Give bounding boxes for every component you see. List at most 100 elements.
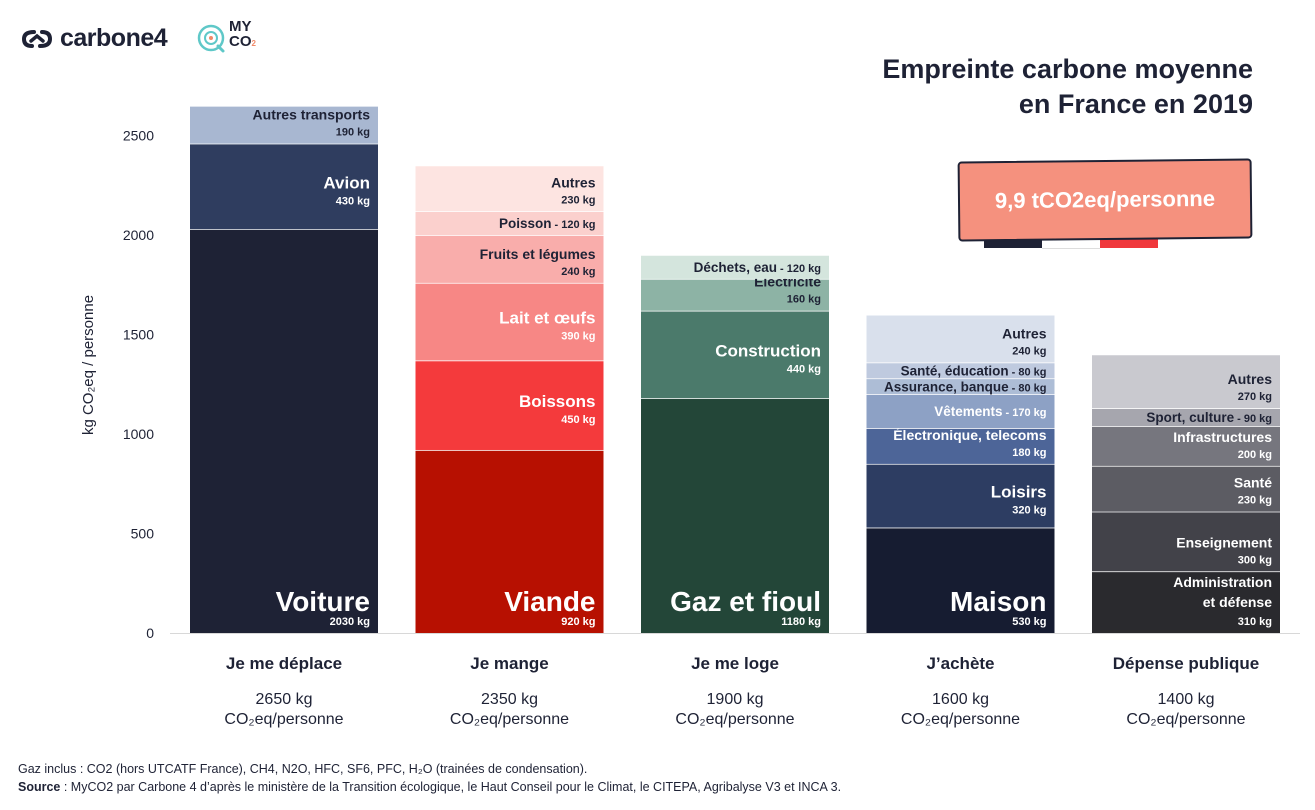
segment-label: Autres: [1002, 325, 1047, 341]
category-total-unit: CO₂eq/personne: [675, 711, 794, 728]
segment-label: et défense: [1203, 594, 1272, 610]
segment-value: 230 kg: [561, 194, 595, 206]
category-label: Dépense publique: [1113, 654, 1259, 673]
bar-segment: [641, 398, 829, 633]
bar-segment: [866, 394, 1055, 429]
bar-segment: [866, 463, 1055, 528]
segment-value: 230 kg: [1238, 495, 1272, 507]
bar-segment: [1092, 511, 1280, 572]
segment-label: Santé, éducation - 80 kg: [901, 363, 1047, 378]
segment-value: 180 kg: [1012, 447, 1046, 459]
category-total-unit: CO₂eq/personne: [1126, 711, 1245, 728]
bar-segment: [1092, 465, 1280, 512]
segment-label: Fruits et légumes: [480, 246, 596, 262]
bar-segment: [190, 143, 378, 230]
y-tick-label: 2000: [123, 227, 154, 243]
footnote: Gaz inclus : CO2 (hors UTCATF France), C…: [18, 760, 1298, 796]
myco2-line1: MY: [229, 18, 252, 35]
segment-value: 320 kg: [1012, 505, 1046, 517]
bar-segment: [1092, 408, 1280, 427]
category-total: 1900 kg: [707, 691, 764, 708]
footnote-source: Source : MyCO2 par Carbone 4 d’après le …: [18, 778, 1298, 796]
bar-segment: [415, 211, 604, 236]
segment-label: Lait et œufs: [499, 309, 595, 328]
carbone4-wordmark: carbone4: [60, 24, 168, 52]
segment-label: Boissons: [519, 392, 596, 411]
segment-value: 190 kg: [336, 127, 370, 139]
footnote-gases: Gaz inclus : CO2 (hors UTCATF France), C…: [18, 762, 588, 776]
segment-value: 200 kg: [1238, 449, 1272, 461]
category-label: J’achète: [926, 654, 994, 673]
y-tick-label: 500: [131, 526, 155, 542]
segment-value: 270 kg: [1238, 391, 1272, 403]
segment-label: Infrastructures: [1173, 429, 1272, 445]
segment-label: Administration: [1173, 574, 1272, 590]
bar-segment: [415, 449, 604, 633]
bar-segment: [415, 282, 604, 361]
segment-value: 440 kg: [787, 363, 821, 375]
myco2-sub: 2: [251, 39, 256, 48]
category-total: 1400 kg: [1158, 691, 1215, 708]
bar-segment: [866, 378, 1055, 395]
segment-value: 450 kg: [561, 414, 595, 426]
bar-segment: [415, 165, 604, 212]
category-total: 2350 kg: [481, 691, 538, 708]
segment-label: Maison: [950, 586, 1046, 617]
bar-segment: [866, 428, 1055, 464]
y-tick-label: 0: [146, 625, 154, 641]
segment-label: Enseignement: [1176, 534, 1272, 550]
segment-label: Loisirs: [991, 483, 1047, 502]
segment-value: 240 kg: [561, 266, 595, 278]
title-line-2: en France en 2019: [1018, 89, 1253, 119]
segment-label: Déchets, eau - 120 kg: [694, 260, 821, 275]
segment-label: Viande: [504, 586, 595, 617]
myco2-line2: CO2: [229, 34, 269, 51]
bar-segment: [866, 314, 1055, 363]
title-line-1: Empreinte carbone moyenne: [882, 54, 1253, 84]
bar-segment: [415, 360, 604, 450]
segment-label: Électronique, telecoms: [893, 427, 1046, 443]
category-total: 1600 kg: [932, 691, 989, 708]
total-badge: 9,9 tCO2eq/personne: [957, 158, 1254, 250]
page-title: Empreinte carbone moyenne en France en 2…: [733, 52, 1253, 122]
y-tick-label: 1500: [123, 327, 154, 343]
segment-label: Construction: [715, 341, 821, 360]
segment-label: Sport, culture - 90 kg: [1146, 410, 1272, 425]
segment-label: Voiture: [276, 586, 370, 617]
bar-segment: [1092, 571, 1280, 633]
segment-value: 430 kg: [336, 195, 370, 207]
bar-segment: [866, 527, 1055, 633]
category-total: 2650 kg: [256, 691, 313, 708]
segment-label: Vêtements - 170 kg: [934, 404, 1046, 419]
bar-segment: [190, 105, 378, 144]
segment-value: 390 kg: [561, 331, 595, 343]
segment-label: Autres transports: [253, 107, 371, 123]
bar-segment: [866, 362, 1055, 379]
segment-value: 2030 kg: [330, 616, 370, 628]
category-label: Je me loge: [691, 654, 779, 673]
segment-label: Assurance, banque - 80 kg: [884, 379, 1046, 394]
segment-value: 240 kg: [1012, 345, 1046, 357]
footnote-source-text: : MyCO2 par Carbone 4 d’après le ministè…: [60, 780, 842, 794]
segment-value: 920 kg: [561, 616, 595, 628]
myco2-co: CO: [229, 33, 252, 50]
bar-segment: [1092, 426, 1280, 466]
stacked-bar-chart: 0 500 1000 1500 2000 2500 kg CO₂eq / personne V…: [80, 105, 1300, 728]
footnote-source-label: Source: [18, 780, 61, 794]
segment-label: Autres: [551, 174, 596, 190]
y-axis-label: kg CO₂eq / personne: [80, 295, 97, 435]
bar-segment: [641, 255, 829, 279]
carbone4-logo: carbone4: [20, 24, 200, 54]
myco2-logo: MY CO2: [196, 18, 276, 58]
category-total-unit: CO₂eq/personne: [224, 711, 343, 728]
bar-segment: [1092, 354, 1280, 409]
segment-label: Gaz et fioul: [670, 586, 821, 617]
myco2-icon: [197, 24, 225, 53]
segment-value: 310 kg: [1238, 616, 1272, 628]
segment-value: 160 kg: [787, 294, 821, 306]
category-label: Je me déplace: [226, 654, 342, 673]
carbone4-icon: [21, 30, 53, 48]
category-total-unit: CO₂eq/personne: [450, 711, 569, 728]
bar-segment: [190, 229, 378, 633]
y-tick-label: 1000: [123, 426, 154, 442]
